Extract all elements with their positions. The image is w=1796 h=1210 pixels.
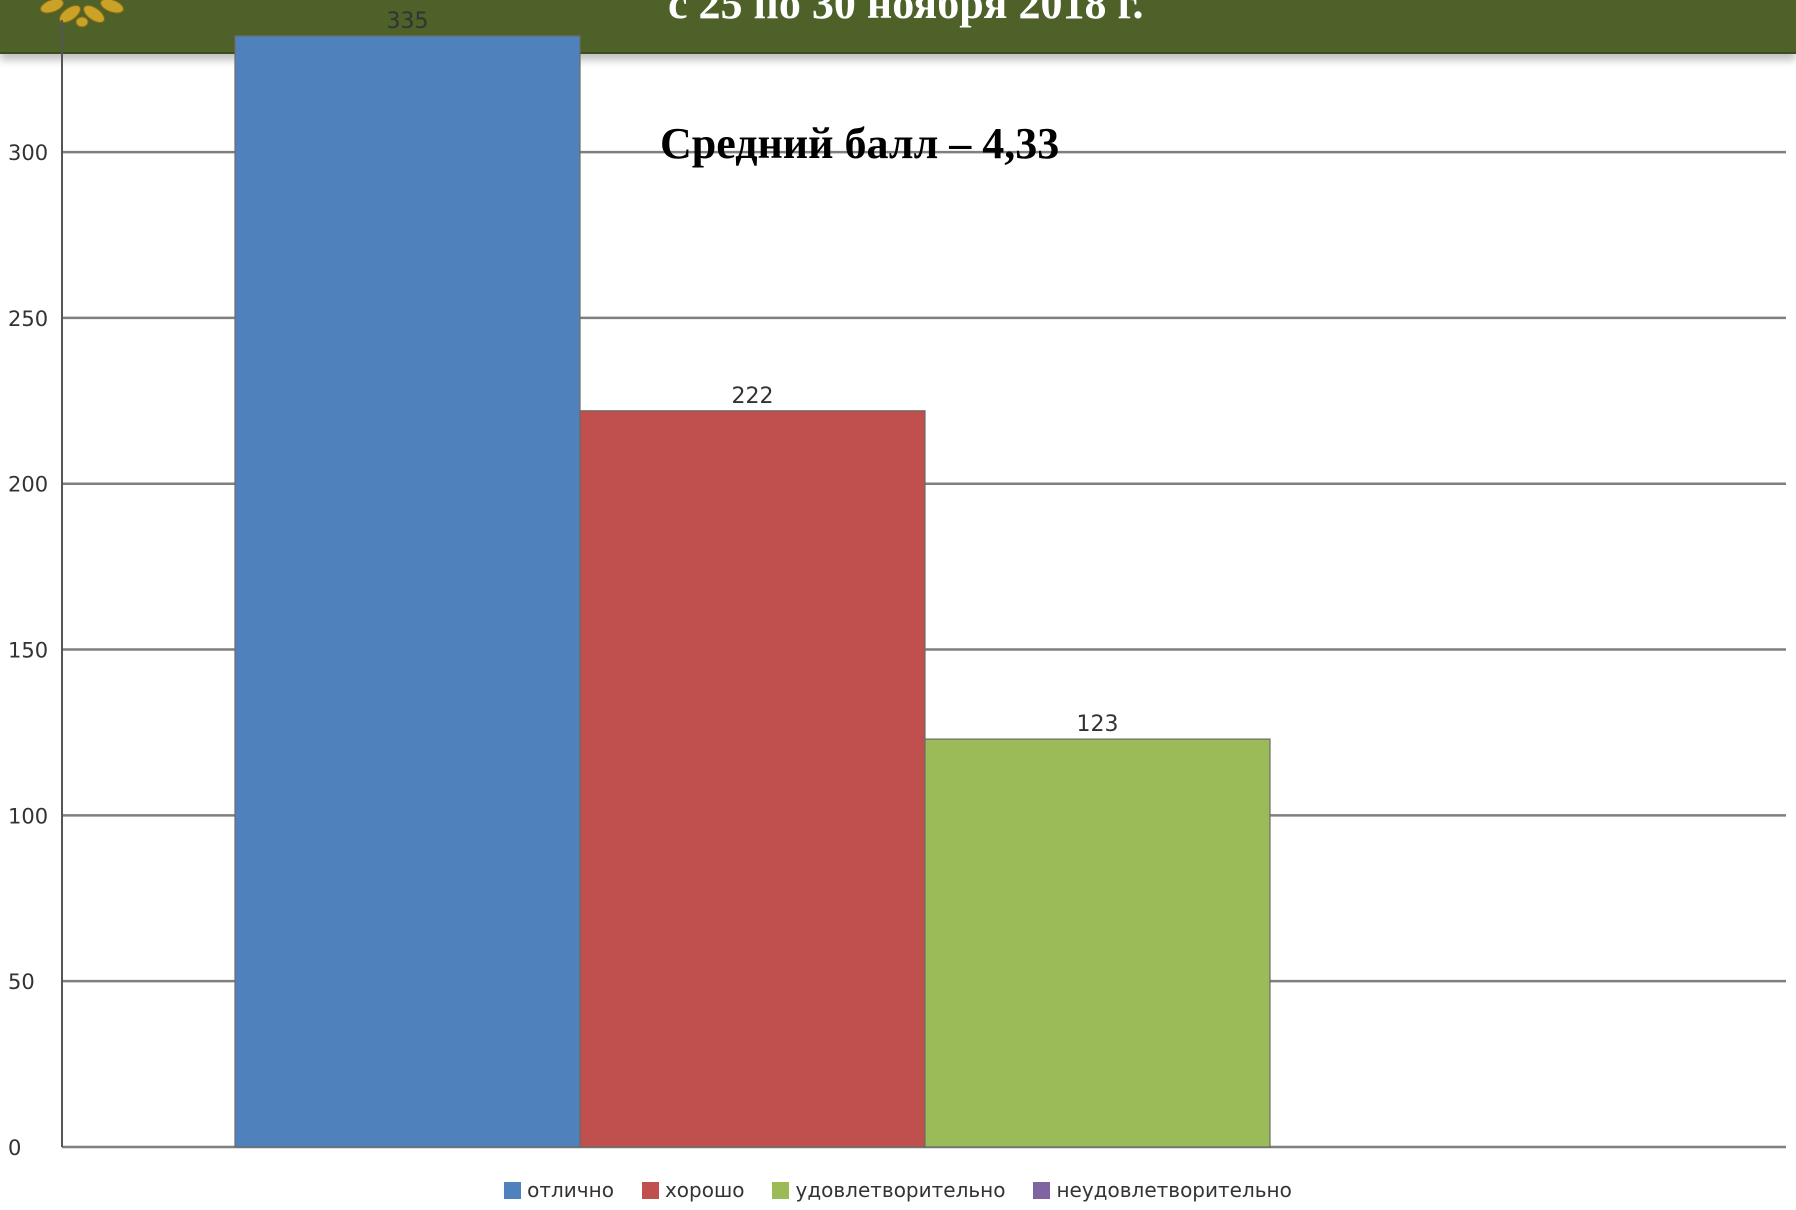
bar-1 (234, 35, 581, 1148)
chart-axes: 0 50 100 150 200 250 300 (8, 20, 63, 1160)
data-label-2: 222 (732, 384, 774, 409)
legend-item-3: удовлетворительно (772, 1178, 1005, 1202)
y-tick-label-300: 300 (8, 141, 48, 165)
legend-swatch-3 (772, 1181, 790, 1199)
page-title: с 25 по 30 ноября 2018 г. (668, 0, 1144, 28)
legend-item-2: хорошо (641, 1178, 745, 1202)
laurel-emblem-icon (40, 0, 124, 28)
chart-legend: отлично хорошо удовлетворительно неудовлетв… (0, 1178, 1796, 1202)
y-tick-label-250: 250 (8, 307, 48, 331)
data-label-1: 335 (387, 9, 429, 34)
data-label-3: 123 (1077, 712, 1119, 737)
bar-2 (579, 410, 926, 1148)
legend-label-4: неудовлетворительно (1056, 1178, 1292, 1202)
chart-bars (234, 35, 1271, 1148)
legend-item-4: неудовлетворительно (1033, 1178, 1292, 1202)
chart-data-labels: 335 222 123 (387, 9, 1119, 737)
legend-label-3: удовлетворительно (795, 1178, 1006, 1202)
legend-label-1: отлично (527, 1178, 614, 1202)
legend-label-2: хорошо (664, 1178, 745, 1202)
legend-item-1: отлично (504, 1178, 614, 1202)
y-tick-label-200: 200 (8, 473, 48, 497)
y-tick-label-150: 150 (8, 639, 48, 663)
chart-subtitle: Средний балл – 4,33 (660, 119, 1060, 168)
legend-swatch-2 (641, 1181, 659, 1199)
y-tick-label-100: 100 (8, 804, 48, 828)
y-tick-label-0: 0 (8, 1136, 21, 1160)
legend-swatch-1 (504, 1181, 522, 1199)
legend-swatch-4 (1033, 1181, 1051, 1199)
bar-3 (924, 738, 1271, 1148)
y-tick-label-50: 50 (8, 970, 35, 994)
